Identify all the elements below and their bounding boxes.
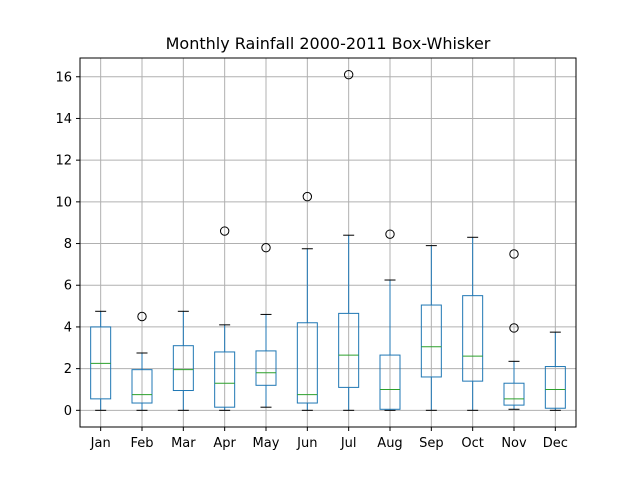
box-feb bbox=[131, 311, 153, 411]
y-tick-label: 14 bbox=[55, 112, 72, 127]
x-tick-label: Apr bbox=[213, 436, 236, 451]
box-mar bbox=[172, 310, 194, 411]
iqr-box bbox=[296, 322, 318, 404]
box-jan bbox=[90, 310, 112, 411]
iqr-box bbox=[462, 295, 484, 382]
x-tick-label: Sep bbox=[419, 436, 444, 451]
iqr-box bbox=[214, 351, 236, 408]
grid bbox=[80, 58, 576, 427]
box-dec bbox=[544, 331, 566, 411]
y-tick-label: 6 bbox=[64, 279, 72, 294]
plot-frame bbox=[79, 57, 577, 428]
outlier-point bbox=[261, 243, 271, 253]
x-tick-label: Jul bbox=[340, 436, 357, 451]
y-tick-label: 16 bbox=[55, 70, 72, 85]
x-tick-label: Dec bbox=[543, 436, 568, 451]
iqr-box bbox=[379, 354, 401, 410]
axes: 0 2 4 6 8 10 12 14 16 Jan Feb Mar Apr May Jun Jul Aug Sep… bbox=[55, 57, 577, 451]
y-tick-label: 0 bbox=[64, 404, 72, 419]
x-tick-label: Jan bbox=[90, 436, 111, 451]
outlier-point bbox=[509, 249, 519, 259]
outlier-point bbox=[509, 323, 519, 333]
x-tick-label: Jun bbox=[296, 436, 317, 451]
y-tick-label: 12 bbox=[55, 154, 72, 169]
box-may bbox=[255, 243, 277, 408]
outlier-point bbox=[137, 311, 147, 322]
x-tick-label: Oct bbox=[461, 436, 483, 451]
box-oct bbox=[462, 236, 484, 411]
chart-title: Monthly Rainfall 2000-2011 Box-Whisker bbox=[166, 34, 491, 53]
box-sep bbox=[420, 245, 442, 411]
outlier-point bbox=[343, 69, 354, 80]
box-jun bbox=[296, 191, 318, 411]
y-tick-label: 10 bbox=[55, 195, 72, 210]
iqr-box bbox=[544, 366, 566, 409]
box-jul bbox=[338, 69, 360, 411]
iqr-box bbox=[338, 312, 360, 388]
outlier-point bbox=[219, 226, 230, 236]
y-tick-label: 8 bbox=[64, 237, 72, 252]
box-nov bbox=[503, 249, 525, 410]
x-tick-label: Feb bbox=[130, 436, 153, 451]
iqr-box bbox=[131, 369, 153, 404]
x-tick-label: Nov bbox=[501, 436, 527, 451]
outlier-point bbox=[385, 229, 395, 239]
box-aug bbox=[379, 229, 401, 411]
boxes bbox=[90, 69, 566, 411]
outlier-point bbox=[302, 191, 313, 202]
box-apr bbox=[214, 226, 236, 411]
iqr-box bbox=[420, 304, 442, 378]
iqr-box bbox=[255, 350, 277, 386]
iqr-box bbox=[172, 345, 194, 392]
y-tick-label: 2 bbox=[64, 362, 72, 377]
x-tick-label: Mar bbox=[171, 436, 196, 451]
y-tick-label: 4 bbox=[64, 320, 72, 335]
x-tick-label: Aug bbox=[377, 436, 402, 451]
iqr-box bbox=[90, 326, 112, 400]
x-tick-label: May bbox=[253, 436, 280, 451]
iqr-box bbox=[503, 382, 525, 406]
